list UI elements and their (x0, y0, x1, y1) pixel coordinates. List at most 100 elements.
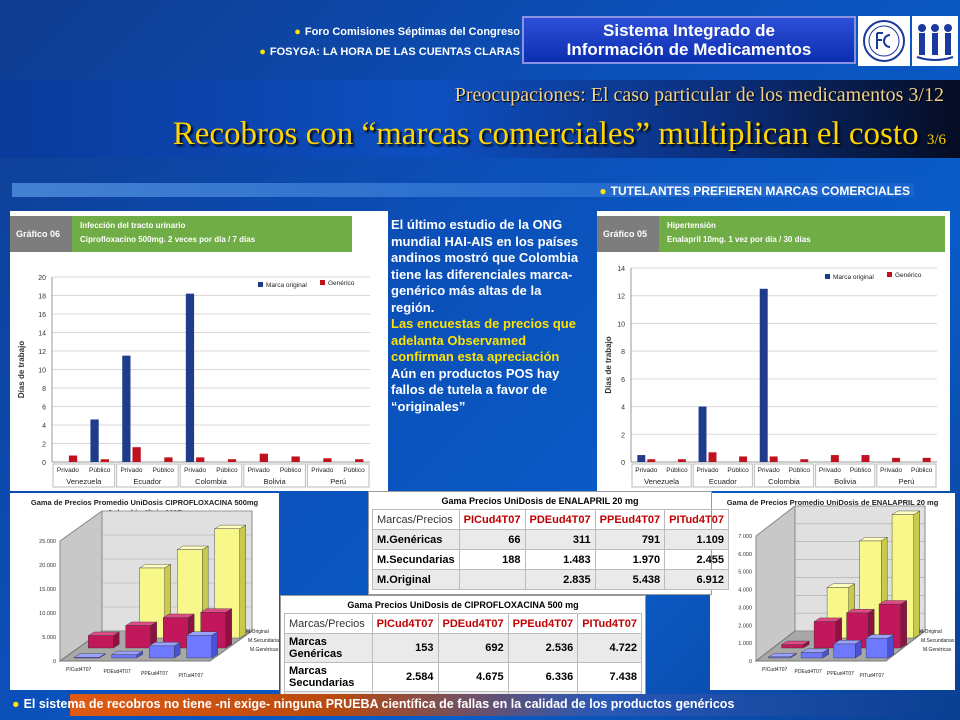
bar-generico (861, 455, 870, 462)
table-cell: 2.835 (524, 569, 596, 590)
chart-06-panel: Gráfico 06 Infección del tracto urinario… (10, 211, 388, 491)
series-row-label: M.Secundarias (248, 638, 279, 644)
bullet-icon: ● (259, 46, 266, 58)
sistema-logo-banner: Sistema Integrado de Información de Medi… (522, 16, 856, 64)
table-cell: 791 (594, 529, 666, 550)
bar-generico (100, 459, 109, 462)
bar-marca-original (90, 419, 99, 462)
bar3d-front (781, 644, 804, 649)
legend-label-original: Marca original (266, 282, 307, 289)
x-subcategory-label: Privado (819, 467, 841, 474)
bar-generico (259, 453, 268, 462)
y-tick-label: 10 (617, 321, 625, 328)
bar3d-top (124, 621, 158, 626)
table-header-cell: PDEud4T07 (437, 613, 509, 634)
x-subcategory-label: Privado (120, 467, 142, 474)
y-tick-label: 1.000 (738, 641, 752, 647)
chart-title: Gama de Precios Promedio UniDosis CIPROF… (31, 498, 259, 507)
x-subcategory-label: Público (216, 467, 238, 474)
x-country-label: Colombia (195, 477, 228, 486)
country-group-box (631, 463, 692, 488)
x-subcategory-label: Público (727, 467, 749, 474)
bar-generico (164, 457, 173, 462)
bar-generico (355, 459, 364, 462)
y-tick-label: 16 (38, 312, 46, 319)
bar3d-top (832, 640, 862, 645)
table-cell: 4.675 (437, 662, 509, 692)
country-group-box (52, 463, 116, 488)
cipro-table-caption: Gama Precios UniDosis de CIPROFLOXACINA … (347, 600, 579, 610)
table-cell: 1.483 (524, 549, 596, 570)
table-header-cell: PPEud4T07 (594, 509, 666, 530)
bar3d-top (162, 613, 195, 618)
legend-label-generico: Genérico (328, 280, 355, 287)
bar-generico (227, 459, 237, 462)
y-axis-label: Días de trabajo (604, 336, 613, 393)
study-text: El último estudio de la ONG mundial HAI-… (391, 217, 581, 415)
series-row-label: M.Genéricas (250, 647, 279, 653)
x-category-label: PITud4T07 (860, 673, 885, 679)
bar3d-top (138, 564, 172, 569)
country-group-box (876, 463, 937, 488)
table-cell: 2.536 (507, 633, 579, 663)
x-subcategory-label: Público (343, 467, 365, 474)
bullet-icon: ● (599, 184, 607, 198)
table-cell: 4.722 (577, 633, 642, 663)
x-subcategory-label: Privado (184, 467, 206, 474)
x-category-label: PPEud4T07 (141, 671, 168, 677)
x-category-label: PITud4T07 (179, 673, 204, 679)
bar-generico (769, 456, 778, 462)
y-tick-label: 14 (38, 331, 46, 338)
x-subcategory-label: Público (789, 467, 811, 474)
y-tick-label: 8 (42, 386, 46, 393)
bar3d-top (780, 640, 810, 645)
bar-generico (739, 456, 748, 462)
y-tick-label: 12 (617, 294, 625, 301)
bar3d-top (185, 631, 219, 636)
chart-06-label: Gráfico 06 (10, 216, 72, 252)
table-cell: 188 (458, 549, 526, 570)
y-tick-label: 8 (621, 349, 625, 356)
y-tick-label: 6 (621, 377, 625, 384)
x-subcategory-label: Público (89, 467, 111, 474)
y-tick-label: 18 (38, 294, 46, 301)
bar-generico (830, 455, 839, 462)
bar-generico (68, 455, 78, 462)
x-country-label: Ecuador (709, 477, 737, 486)
x-subcategory-label: Público (911, 467, 933, 474)
y-axis-label: Días de trabajo (17, 341, 26, 398)
series-row-label: M.Secundarias (921, 638, 955, 644)
y-tick-label: 3.000 (738, 605, 752, 611)
bar3d-top (87, 631, 120, 636)
bar-generico (892, 457, 901, 462)
slide-title: Recobros con “marcas comerciales” multip… (172, 116, 946, 152)
table-cell: 6.912 (664, 569, 729, 590)
table-row: Marcas Genéricas 153 692 2.536 4.722 (284, 633, 642, 663)
bar3d-side (900, 600, 907, 649)
country-group-box (815, 463, 876, 488)
table-cell: 6.336 (507, 662, 579, 692)
header-bullet-2: ● FOSYGA: LA HORA DE LAS CUENTAS CLARAS (259, 46, 520, 58)
bar3d-front (833, 643, 856, 659)
bar-marca-original (185, 293, 195, 462)
table-row-label: M.Original (372, 569, 460, 590)
table-header-cell: PPEud4T07 (507, 613, 579, 634)
people-logo-icon (912, 16, 958, 66)
bar-generico (800, 459, 809, 462)
legend-swatch-generico (320, 280, 325, 285)
table-row-label: M.Genéricas (372, 529, 460, 550)
x-subcategory-label: Privado (758, 467, 780, 474)
bar3d-front (125, 625, 151, 649)
x-subcategory-label: Público (153, 467, 175, 474)
table-cell: 1.970 (594, 549, 666, 570)
bullet-icon: ● (12, 697, 20, 711)
y-tick-label: 6 (42, 405, 46, 412)
series-row-label: M.Original (246, 629, 269, 635)
study-text-1: El último estudio de la ONG mundial HAI-… (391, 217, 579, 315)
country-group-box (306, 463, 370, 488)
bar3d-side (913, 510, 920, 639)
table-header-cell: PITud4T07 (664, 509, 729, 530)
bar3d-front (148, 645, 175, 659)
logo-line-1: Sistema Integrado de (603, 21, 775, 40)
table-row-label: Marcas Genéricas (284, 633, 373, 663)
